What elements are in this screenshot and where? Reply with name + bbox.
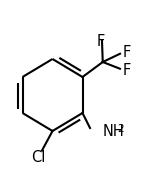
Text: Cl: Cl <box>31 150 45 165</box>
Text: F: F <box>122 45 130 60</box>
Text: F: F <box>122 63 130 78</box>
Text: 2: 2 <box>118 124 124 134</box>
Text: NH: NH <box>103 124 124 139</box>
Text: F: F <box>97 34 105 49</box>
